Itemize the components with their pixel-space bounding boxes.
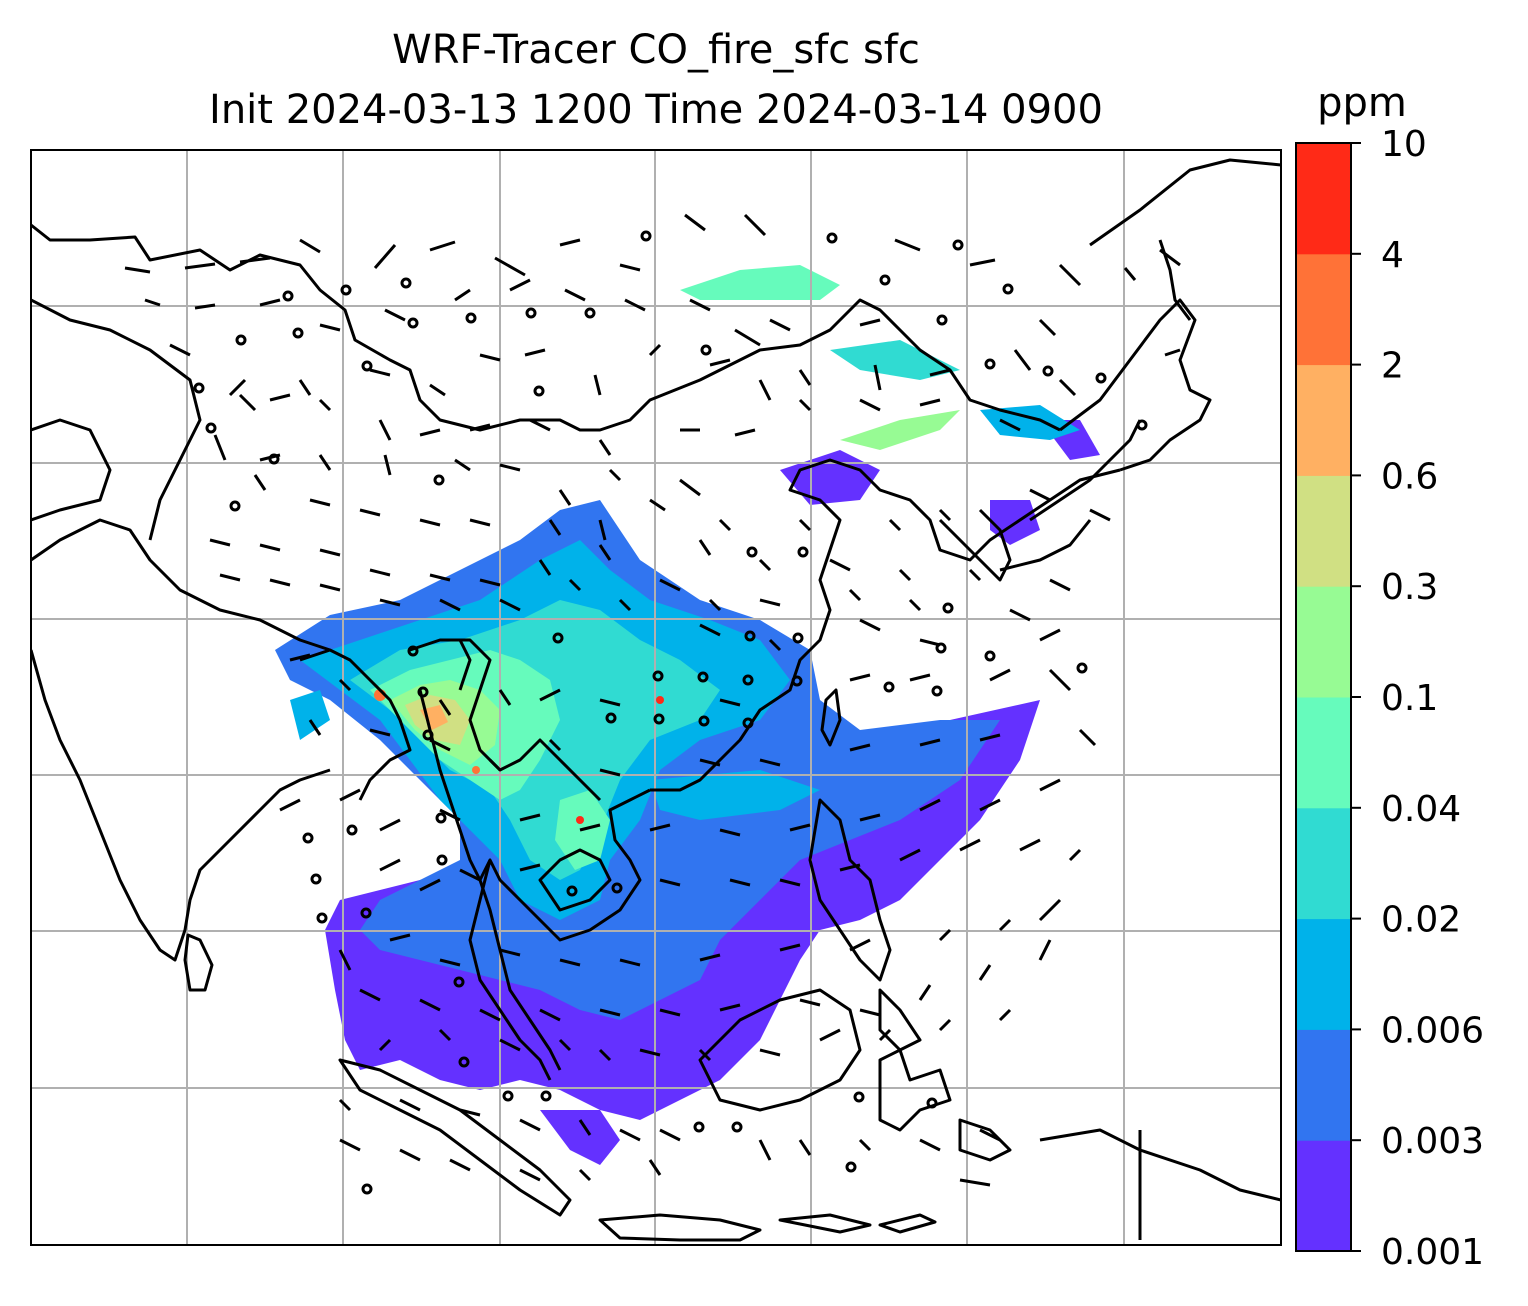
map-frame <box>30 149 1282 1246</box>
colorbar-segment <box>1296 475 1351 587</box>
colorbar-segment <box>1296 918 1351 1030</box>
colorbar-segment <box>1296 697 1351 809</box>
colorbar-tick-label: 10 <box>1381 124 1427 165</box>
calm-wind-circles <box>193 230 1148 1195</box>
colorbar-tick-label: 0.1 <box>1381 678 1438 719</box>
colorbar-tick-label: 0.003 <box>1381 1121 1484 1162</box>
colorbar-ticks: 0.001 0.003 0.006 0.02 0.04 0.1 0.3 0.6 2 4 10 <box>1351 124 1484 1273</box>
colorbar-segment <box>1296 364 1351 476</box>
colorbar-tick-label: 0.02 <box>1381 900 1461 941</box>
colorbar-segment <box>1296 807 1351 920</box>
colorbar-tick-label: 4 <box>1381 235 1404 276</box>
colorbar-segment <box>1296 1140 1351 1252</box>
colorbar-tick-label: 0.006 <box>1381 1010 1484 1051</box>
colorbar-unit-label: ppm <box>1317 80 1407 126</box>
colorbar-blocks <box>1296 143 1351 1252</box>
chart-title-line-2: Init 2024-03-13 1200 Time 2024-03-14 090… <box>209 87 1103 133</box>
colorbar-tick-label: 2 <box>1381 346 1404 387</box>
colorbar-segment <box>1296 143 1351 255</box>
colorbar-tick-label: 0.001 <box>1381 1232 1484 1273</box>
colorbar-tick-label: 0.6 <box>1381 456 1438 497</box>
coastlines-and-borders <box>31 158 1281 1242</box>
colorbar-segment <box>1296 253 1351 366</box>
chart-title-line-1: WRF-Tracer CO_fire_sfc sfc <box>392 27 920 73</box>
wind-barbs <box>124 213 1181 1187</box>
colorbar-segment <box>1296 1029 1351 1141</box>
lat-lon-gridlines <box>31 150 1281 1245</box>
colorbar-tick-label: 0.04 <box>1381 789 1461 830</box>
colorbar-tick-label: 0.3 <box>1381 567 1438 608</box>
colorbar-segment <box>1296 586 1351 698</box>
